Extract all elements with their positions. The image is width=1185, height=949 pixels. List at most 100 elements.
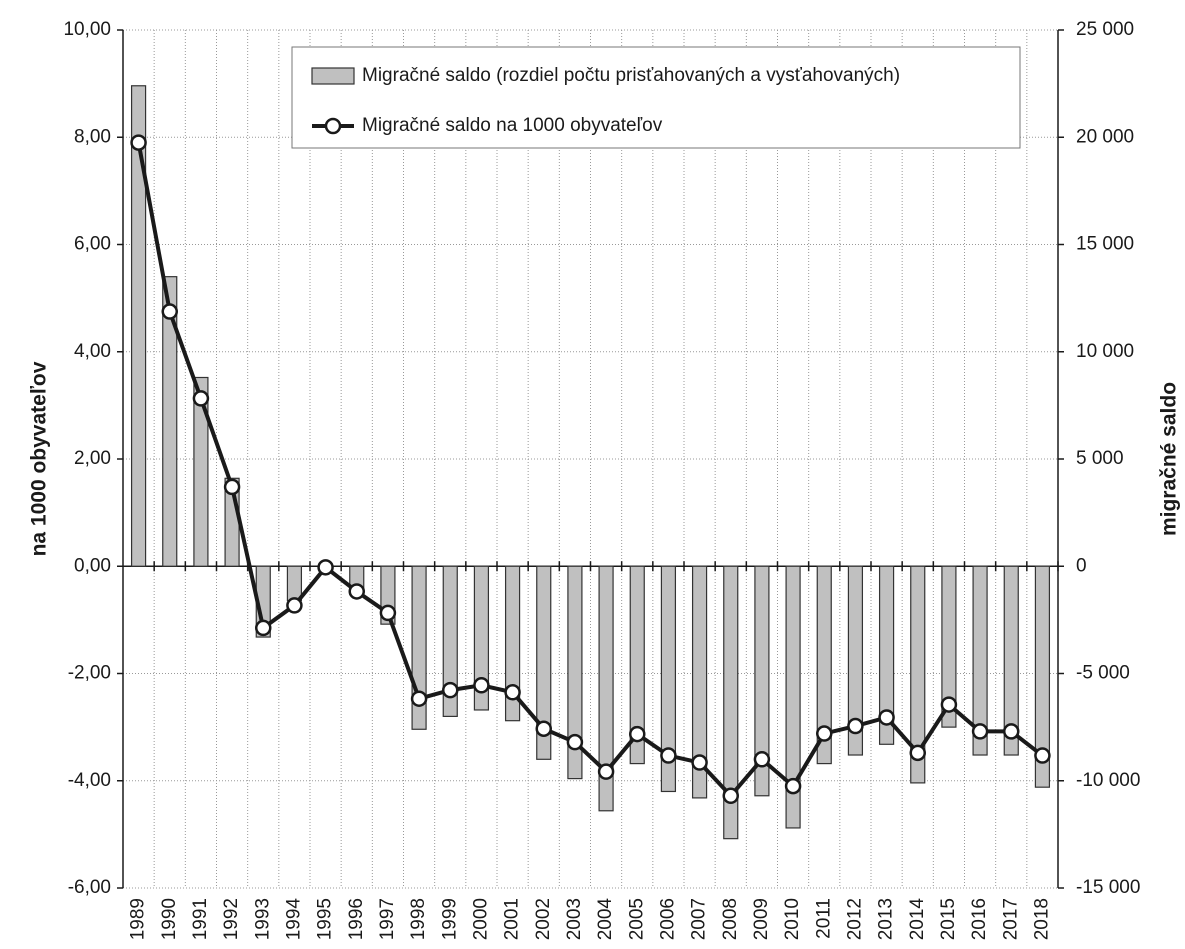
marker <box>1034 747 1051 764</box>
y-tick-label: 6,00 <box>74 234 111 255</box>
marker <box>566 733 584 751</box>
marker <box>691 754 708 771</box>
marker <box>878 709 895 726</box>
bar <box>754 565 770 797</box>
x-tick-label: 1994 <box>283 898 304 941</box>
bar <box>504 565 521 722</box>
marker <box>660 747 677 764</box>
y-tick-label: -6,00 <box>68 877 111 898</box>
x-tick-label: 2015 <box>938 898 959 940</box>
x-tick-label: 1997 <box>377 898 398 940</box>
x-tick-label: 2010 <box>782 898 803 940</box>
marker <box>629 725 646 743</box>
bar <box>941 565 957 728</box>
bar <box>536 565 552 760</box>
legend-label: Migračné saldo (rozdiel počtu prisťahova… <box>362 65 900 86</box>
x-tick-label: 1999 <box>439 898 460 940</box>
x-tick-label: 1991 <box>190 898 211 940</box>
x-tick-label: 2001 <box>502 898 523 940</box>
marker <box>379 604 397 622</box>
marker <box>535 720 552 737</box>
y2-tick-label: -5 000 <box>1076 663 1130 684</box>
bar <box>286 565 303 602</box>
x-tick-label: 1998 <box>408 898 429 940</box>
y-tick-label: 8,00 <box>74 126 111 147</box>
y-tick-label: -2,00 <box>68 663 111 684</box>
marker <box>317 559 334 576</box>
x-tick-label: 2018 <box>1031 898 1052 940</box>
marker <box>130 134 147 151</box>
x-tick-label: 2005 <box>626 898 647 940</box>
bar <box>130 85 147 567</box>
marker <box>473 677 490 694</box>
bar <box>847 565 864 756</box>
bar <box>162 276 178 567</box>
bar <box>723 565 739 840</box>
marker <box>847 717 864 735</box>
marker <box>722 787 739 805</box>
x-tick-label: 2004 <box>595 898 616 941</box>
x-tick-label: 2014 <box>907 898 928 941</box>
x-tick-label: 2008 <box>720 898 741 940</box>
legend-box <box>291 46 1021 149</box>
x-tick-label: 2009 <box>751 898 772 940</box>
x-tick-label: 2011 <box>813 898 834 939</box>
marker <box>410 690 428 707</box>
marker <box>753 751 771 768</box>
x-tick-label: 1992 <box>221 898 242 940</box>
bar <box>878 565 895 745</box>
x-tick-label: 2007 <box>689 898 710 940</box>
marker <box>940 696 958 713</box>
marker <box>442 681 459 699</box>
bar <box>629 565 645 765</box>
y2-tick-label: 25 000 <box>1076 19 1134 40</box>
x-tick-label: 1995 <box>315 898 336 940</box>
marker <box>597 763 615 780</box>
legend-swatch <box>311 67 355 85</box>
y-tick-label: -4,00 <box>68 770 111 791</box>
marker <box>504 684 521 701</box>
bar <box>785 565 801 829</box>
bar <box>567 565 583 780</box>
bar <box>660 565 677 793</box>
marker <box>1003 723 1020 740</box>
marker <box>286 597 303 614</box>
x-tick-label: 1990 <box>159 898 180 940</box>
bar <box>816 565 832 765</box>
y-axis-title: na 1000 obyvateľov <box>28 361 51 556</box>
marker <box>784 777 802 795</box>
marker <box>192 390 210 407</box>
x-tick-label: 2002 <box>533 898 554 940</box>
bar <box>972 565 988 756</box>
y2-axis-title: migračné saldo <box>1158 382 1181 536</box>
bar <box>598 565 614 812</box>
bar <box>442 565 458 717</box>
y2-tick-label: -10 000 <box>1076 770 1140 791</box>
marker <box>816 725 833 742</box>
x-tick-label: 1993 <box>252 898 273 940</box>
x-tick-label: 1989 <box>128 898 149 940</box>
marker <box>348 583 365 600</box>
y-tick-label: 2,00 <box>74 448 111 469</box>
bar <box>1003 565 1019 756</box>
y2-tick-label: 10 000 <box>1076 341 1134 362</box>
y-tick-label: 4,00 <box>74 341 111 362</box>
y2-tick-label: 15 000 <box>1076 234 1134 255</box>
x-tick-label: 2016 <box>969 898 990 940</box>
x-tick-label: 2012 <box>844 898 865 940</box>
legend-label: Migračné saldo na 1000 obyvateľov <box>362 115 663 136</box>
x-tick-label: 2000 <box>470 898 491 940</box>
x-tick-label: 2006 <box>657 898 678 940</box>
bar <box>910 565 926 784</box>
x-tick-label: 1996 <box>346 898 367 940</box>
bar <box>691 565 708 799</box>
marker <box>223 478 241 496</box>
y2-tick-label: 20 000 <box>1076 126 1134 147</box>
x-tick-label: 2017 <box>1000 898 1021 940</box>
y2-tick-label: 0 <box>1076 555 1087 576</box>
bar <box>193 376 209 567</box>
bar <box>473 565 490 711</box>
marker <box>161 303 178 320</box>
legend-swatch <box>324 117 342 135</box>
